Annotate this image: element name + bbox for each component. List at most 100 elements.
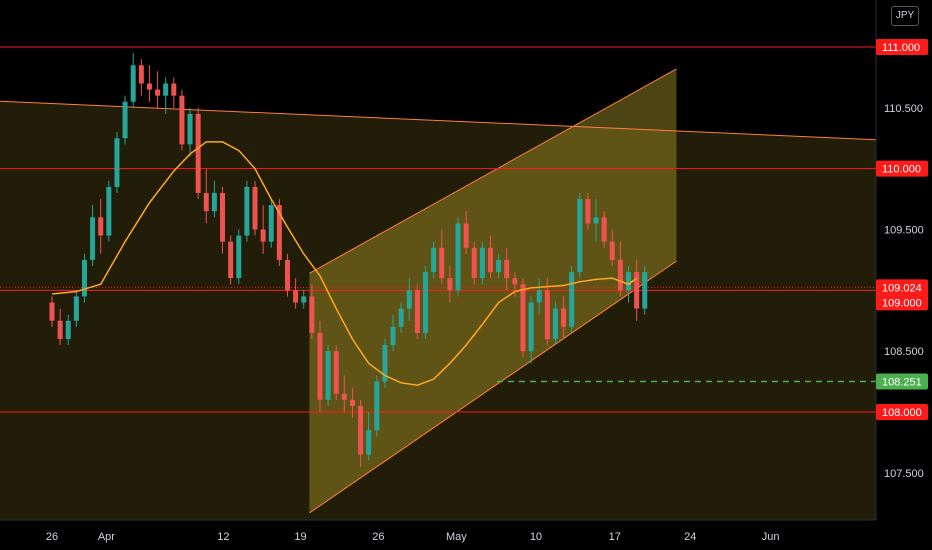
time-tick-label: 24 <box>684 531 696 543</box>
candle-body <box>528 302 534 352</box>
candle-body <box>487 247 493 273</box>
price-tick-label: 107.500 <box>884 468 924 480</box>
candle-body <box>138 65 144 84</box>
time-tick-label: May <box>446 531 467 543</box>
target-tag-label: 108.251 <box>882 376 922 388</box>
level-tag-bg <box>876 160 928 177</box>
candle-body <box>439 247 445 279</box>
candle-body <box>463 223 469 248</box>
candle-body <box>187 113 193 145</box>
candle-body <box>569 272 575 327</box>
price-tick-label: 110.500 <box>884 103 923 115</box>
time-axis[interactable]: 26 Apr 12 19 26 May 10 17 24 Jun <box>0 519 932 550</box>
level-tag-label: 111.000 <box>882 42 920 54</box>
current-price-tag-label: 109.024 <box>882 282 922 294</box>
candle-body <box>146 83 152 90</box>
candle-body <box>106 186 112 236</box>
candle-body <box>512 278 518 285</box>
candle-body <box>284 259 290 291</box>
price-tick-label: 109.500 <box>884 225 924 237</box>
horizontal-levels <box>0 46 876 413</box>
candle-body <box>155 89 161 96</box>
candle-body <box>374 381 380 431</box>
level-tag-label: 109.000 <box>882 297 922 309</box>
candle-body <box>593 217 599 224</box>
target-tag-bg <box>876 373 928 390</box>
candle-body <box>423 272 429 333</box>
candle-body <box>57 320 63 339</box>
candle-body <box>90 217 96 260</box>
candle-body <box>252 186 258 230</box>
moving-average <box>51 141 638 387</box>
channel-zone <box>309 68 677 513</box>
candle-body <box>585 199 591 224</box>
candle-body <box>520 284 526 352</box>
candle-body <box>317 332 323 400</box>
ma-line <box>51 141 638 387</box>
candle-body <box>382 345 388 382</box>
level-tag-bg <box>876 294 928 311</box>
time-tick-label: 19 <box>294 531 306 543</box>
candle-body <box>552 308 558 339</box>
candle-body <box>634 272 640 309</box>
candle-body <box>455 223 461 291</box>
price-axis[interactable]: 107.500 108.000 108.500 109.000 109.500 110.0… <box>875 0 932 550</box>
time-tick-label: Jun <box>762 531 780 543</box>
candle-body <box>496 259 502 273</box>
candle-body <box>301 296 307 303</box>
candle-body <box>349 399 355 406</box>
candle-body <box>163 83 169 96</box>
candle-body <box>65 320 71 339</box>
candle-body <box>49 302 55 321</box>
time-tick-label: 17 <box>609 531 621 543</box>
candle-body <box>333 351 339 394</box>
time-axis-bg <box>0 520 932 550</box>
channel-upper-line <box>309 68 677 274</box>
candle-body <box>479 247 485 279</box>
candle-body <box>642 272 648 309</box>
range-zone <box>0 101 876 521</box>
time-tick-label: Apr <box>98 531 115 543</box>
candle-body <box>431 247 437 273</box>
candle-body <box>626 272 632 291</box>
candle-body <box>504 259 510 279</box>
level-tag-bg <box>876 39 928 55</box>
price-axis-bg <box>876 0 932 550</box>
candle-body <box>561 308 567 327</box>
candle-body <box>447 278 453 291</box>
candle-body <box>325 351 331 400</box>
candle-body <box>398 308 404 327</box>
candle-body <box>414 290 420 333</box>
candle-body <box>98 217 104 236</box>
upper-trendline <box>0 100 877 141</box>
candle-body <box>341 393 347 400</box>
candle-body <box>203 193 209 212</box>
candle-body <box>268 205 274 242</box>
price-tick-label: 108.500 <box>884 346 924 358</box>
level-tag-bg <box>876 404 928 420</box>
candle-body <box>358 405 364 455</box>
channel-lower-line <box>309 260 677 514</box>
candle-body <box>309 296 315 333</box>
candle-body <box>617 259 623 291</box>
price-tags: 111.000110.000108.000109.02401:44:14109.… <box>876 39 928 420</box>
candle-body <box>293 290 299 303</box>
candle-body <box>601 217 607 242</box>
time-tick-label: 10 <box>530 531 542 543</box>
candle-body <box>73 296 79 321</box>
time-tick-label: 26 <box>46 531 58 543</box>
candle-body <box>179 95 185 145</box>
candle-body <box>211 193 217 212</box>
candle-body <box>577 199 583 273</box>
candle-body <box>236 235 242 279</box>
candle-body <box>390 326 396 346</box>
currency-button[interactable]: JPY <box>891 6 919 26</box>
candle-body <box>609 241 615 260</box>
level-tag-label: 110.000 <box>882 164 921 176</box>
candle-body <box>122 101 128 139</box>
time-tick-label: 12 <box>217 531 229 543</box>
candle-body <box>228 241 234 279</box>
candle-body <box>406 290 412 309</box>
candle-body <box>260 229 266 242</box>
